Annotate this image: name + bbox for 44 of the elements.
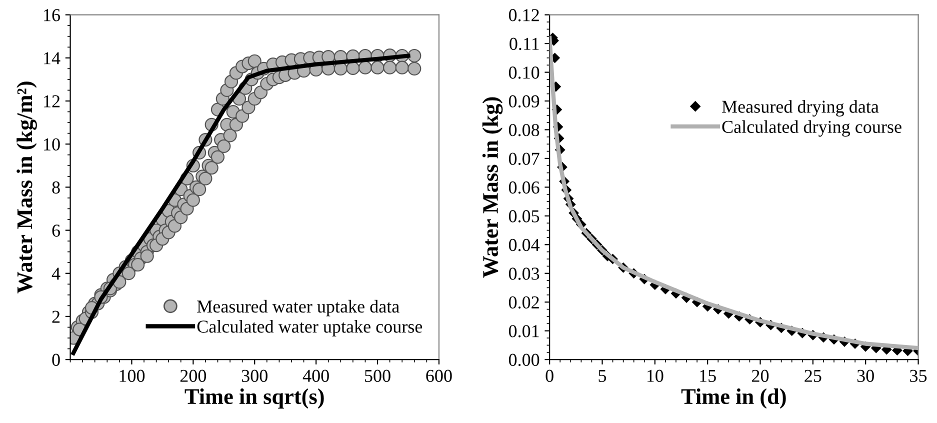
legend-label: Measured water uptake data bbox=[197, 300, 400, 316]
y-tick-label: 0.09 bbox=[508, 95, 540, 108]
legend-label: Calculated drying course bbox=[722, 120, 902, 137]
x-tick-label: 10 bbox=[647, 370, 664, 382]
y-axis-title: Water Mass in (kg/m²) bbox=[16, 82, 37, 294]
y-tick-label: 0.11 bbox=[510, 38, 539, 50]
x-axis-title: Time in (d) bbox=[681, 388, 786, 409]
x-axis-title: Time in sqrt(s) bbox=[184, 388, 324, 409]
y-tick-label: 0.02 bbox=[508, 296, 539, 309]
x-tick-label: 30 bbox=[857, 370, 874, 382]
x-tick-label: 25 bbox=[804, 370, 822, 382]
y-tick-label: 0.01 bbox=[508, 325, 539, 338]
y-tick-label: 10 bbox=[44, 138, 60, 151]
y-tick-label: 0.03 bbox=[508, 268, 540, 280]
y-tick-label: 0.06 bbox=[508, 181, 540, 194]
x-tick-label: 100 bbox=[120, 370, 145, 382]
x-tick-label: 500 bbox=[365, 370, 390, 382]
y-tick-label: 0.04 bbox=[508, 238, 540, 252]
y-tick-label: 4 bbox=[52, 268, 60, 280]
y-tick-label: 0.05 bbox=[508, 210, 540, 222]
x-tick-label: 5 bbox=[598, 370, 606, 382]
x-tick-label: 300 bbox=[242, 370, 268, 382]
y-tick-label: 0 bbox=[52, 354, 60, 366]
y-tick-label: 0.07 bbox=[508, 152, 540, 165]
x-tick-label: 15 bbox=[700, 370, 716, 382]
x-tick-label: 600 bbox=[426, 370, 452, 382]
x-tick-label: 200 bbox=[180, 370, 206, 382]
y-tick-label: 8 bbox=[52, 181, 60, 194]
x-tick-label: 35 bbox=[910, 370, 927, 382]
y-axis-title: Water Mass in (kg) bbox=[482, 97, 503, 278]
x-tick-label: 0 bbox=[546, 370, 554, 382]
x-tick-label: 20 bbox=[752, 370, 769, 382]
y-tick-label: 12 bbox=[44, 95, 60, 108]
legend-label: Calculated water uptake course bbox=[197, 320, 422, 336]
y-tick-label: 2 bbox=[52, 310, 60, 323]
y-tick-label: 6 bbox=[52, 224, 60, 237]
y-tick-label: 14 bbox=[44, 52, 60, 64]
y-tick-label: 0.12 bbox=[508, 9, 539, 22]
legend-label: Measured drying data bbox=[722, 100, 879, 117]
y-tick-label: 0.08 bbox=[508, 124, 540, 136]
x-tick-label: 400 bbox=[302, 370, 329, 382]
y-tick-label: 0.00 bbox=[508, 354, 540, 366]
y-tick-label: 0.10 bbox=[508, 66, 540, 79]
y-tick-label: 16 bbox=[44, 9, 60, 22]
